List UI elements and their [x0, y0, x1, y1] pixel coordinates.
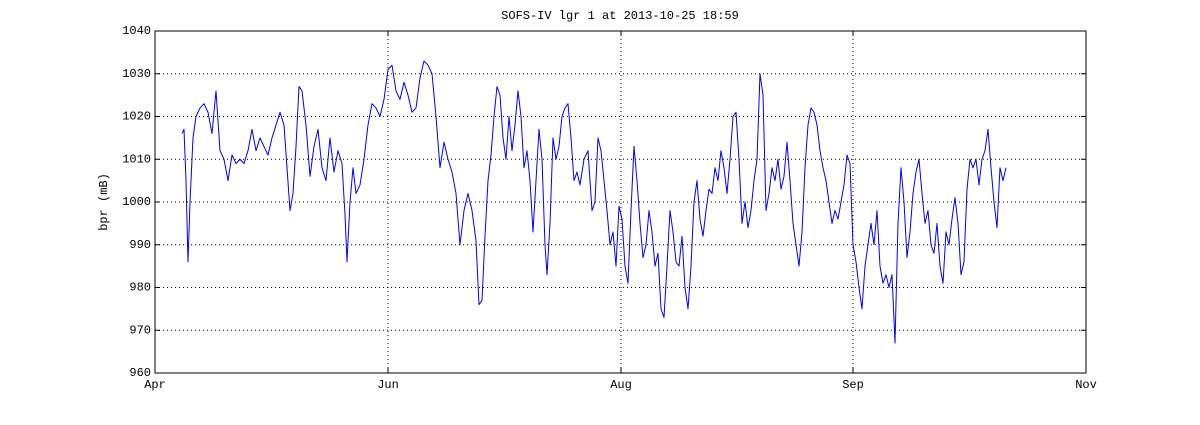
x-tick-label: Nov	[1075, 378, 1097, 392]
chart-title: SOFS-IV lgr 1 at 2013-10-25 18:59	[501, 9, 739, 23]
y-tick-label: 960	[129, 366, 151, 380]
y-tick-label: 1000	[122, 195, 151, 209]
y-tick-label: 990	[129, 238, 151, 252]
y-tick-label: 970	[129, 323, 151, 337]
x-tick-label: Jun	[377, 378, 399, 392]
y-tick-label: 1020	[122, 110, 151, 124]
y-axis-label: bpr (mB)	[97, 173, 111, 231]
x-tick-label: Aug	[610, 378, 632, 392]
y-tick-label: 980	[129, 281, 151, 295]
x-tick-label: Apr	[144, 378, 166, 392]
y-tick-label: 1030	[122, 67, 151, 81]
y-tick-label: 1040	[122, 24, 151, 38]
x-tick-label: Sep	[842, 378, 864, 392]
data-line	[181, 60, 1007, 344]
y-tick-label: 1010	[122, 152, 151, 166]
plot-frame	[154, 30, 1087, 374]
